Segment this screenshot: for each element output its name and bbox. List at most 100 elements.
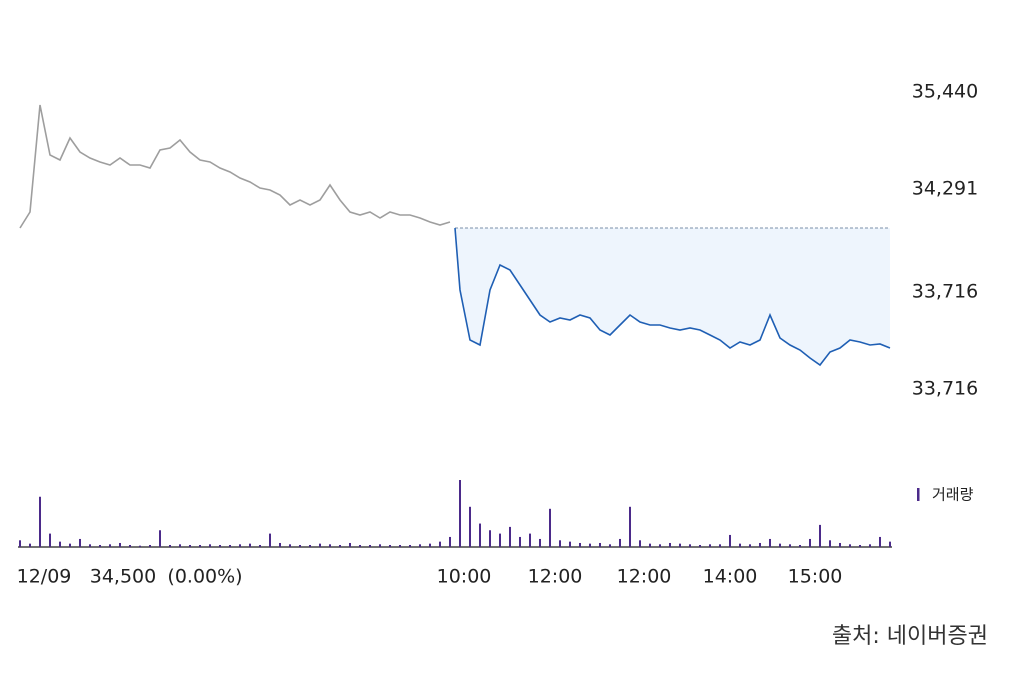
volume-bar [19,540,21,547]
volume-bar [839,542,841,547]
volume-bar [589,543,591,547]
volume-bar [389,544,391,547]
volume-bar [339,544,341,547]
volume-bar [169,544,171,547]
volume-bar [139,545,141,547]
x-axis-label: 12:00 [528,566,583,588]
volume-bar [599,542,601,547]
volume-bar [99,544,101,547]
volume-bar [639,540,641,547]
volume-bar [189,544,191,547]
volume-bar [449,536,451,547]
volume-bar [429,543,431,547]
volume-bar [549,508,551,547]
volume-bar [519,536,521,547]
volume-bar [659,544,661,547]
x-axis-label: 12/09 [17,566,72,588]
volume-bar [609,544,611,547]
volume-bar [59,541,61,547]
volume-bar [879,536,881,547]
volume-bar [569,541,571,547]
volume-bar [79,538,81,547]
volume-bar [329,544,331,547]
volume-bar [109,544,111,547]
volume-bar [579,542,581,547]
volume-bar [699,544,701,547]
volume-bar [489,530,491,547]
volume-bar [179,544,181,547]
volume-bar [729,534,731,547]
legend-label: 거래량 [932,486,974,504]
volume-bar [709,544,711,547]
volume-bar [779,543,781,547]
volume-bar [469,506,471,547]
volume-bar [559,540,561,547]
volume-bar [759,542,761,547]
volume-bar [119,542,121,547]
volume-bar [739,543,741,547]
volume-bar [859,544,861,547]
volume-bar [799,544,801,547]
volume-bar [669,542,671,547]
volume-bar [299,544,301,547]
volume-bar [39,496,41,547]
x-axis-label: 15:00 [788,566,843,588]
volume-bar [239,544,241,547]
volume-bar [849,544,851,547]
volume-bar [889,541,891,547]
volume-bar [89,544,91,547]
volume-bar [809,538,811,547]
y-axis-label: 34,291 [912,178,978,200]
y-axis-label: 33,716 [912,378,978,400]
volume-bar [209,544,211,547]
volume-bar [869,544,871,547]
volume-bar [789,544,791,547]
x-axis-label: 34,500 [90,566,156,588]
volume-bar [829,540,831,547]
volume-bar [409,544,411,547]
volume-bar [279,542,281,547]
volume-bar [379,544,381,547]
source: 출처: 네이버증권 [832,624,988,649]
volume-bar [399,544,401,547]
x-axis-label: 14:00 [703,566,758,588]
volume-bar [529,533,531,547]
x-axis-label: 12:00 [617,566,672,588]
volume-bar [309,544,311,547]
legend-swatch [917,488,920,501]
volume-bar [369,544,371,547]
volume-bar [289,544,291,547]
volume-bar [29,543,31,547]
area-fill [455,228,890,365]
volume-bar [149,544,151,547]
volume-bar [749,544,751,547]
volume-bar [359,544,361,547]
price-line [19,104,451,229]
volume-bar [349,542,351,547]
volume-bar [679,543,681,547]
volume-bar [629,506,631,547]
volume-bar [159,530,161,547]
y-axis-label: 35,440 [912,81,978,103]
volume-bar [769,538,771,547]
volume-bar [49,533,51,547]
volume-bar [509,526,511,547]
volume-bar [249,543,251,547]
volume-bar [69,543,71,547]
volume-bar [499,533,501,547]
volume-bar [539,538,541,547]
volume-bar [229,544,231,547]
volume-bar [439,541,441,547]
y-axis-label: 33,716 [912,281,978,303]
volume-bar [689,544,691,547]
volume-bar [819,524,821,547]
volume-bar [259,544,261,547]
volume-bar [649,543,651,547]
volume-bar [479,523,481,547]
price-line [454,227,891,367]
volume-bar [269,533,271,547]
x-axis-label: 10:00 [437,566,492,588]
volume-bar [419,544,421,547]
volume-bar [219,544,221,547]
volume-bar [619,538,621,547]
